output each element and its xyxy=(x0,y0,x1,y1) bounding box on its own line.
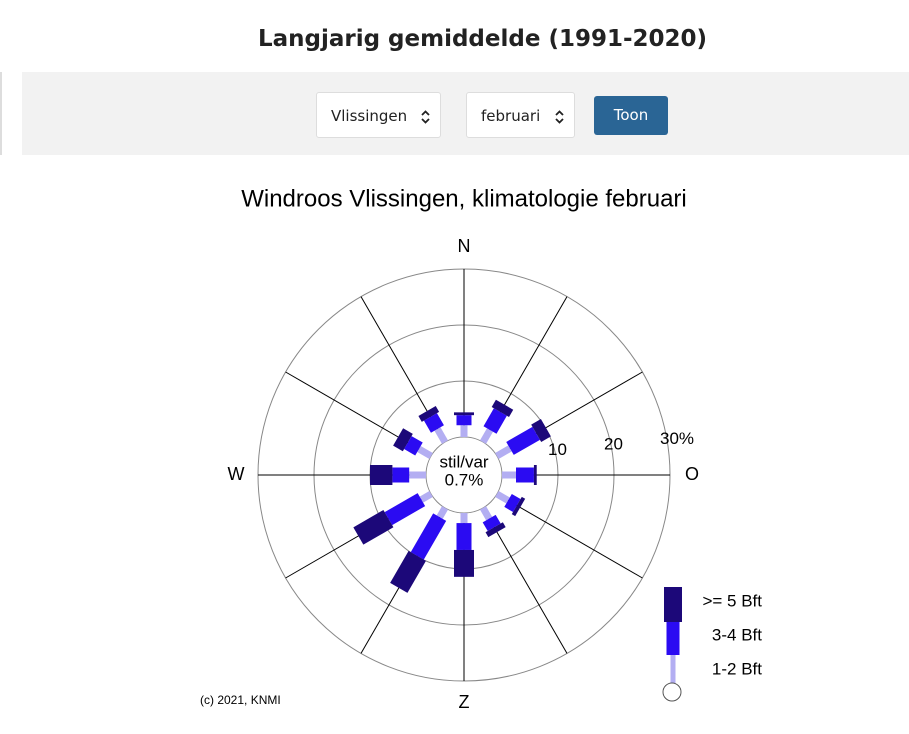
bar-segment xyxy=(531,419,551,442)
bar-segment xyxy=(370,465,393,485)
bar-segment xyxy=(392,467,410,483)
bar-segment xyxy=(533,465,537,485)
bar-segment xyxy=(485,522,506,538)
legend-label: 3-4 Bft xyxy=(712,625,762,644)
ring-label: 20 xyxy=(604,434,623,453)
bar-segment xyxy=(504,493,521,512)
spoke xyxy=(496,493,643,579)
page-title: Langjarig gemiddelde (1991-2020) xyxy=(257,26,708,52)
direction-label: Z xyxy=(459,692,470,712)
bar-segment xyxy=(460,513,468,524)
bar-segment xyxy=(479,428,494,444)
show-button[interactable]: Toon xyxy=(594,96,668,135)
bar-segment xyxy=(384,493,426,526)
bar-segment xyxy=(482,514,501,532)
bar-segment xyxy=(511,496,526,517)
bar-segment xyxy=(393,428,413,452)
direction-label: N xyxy=(458,236,471,256)
bar-segment xyxy=(404,436,423,456)
bar-segment xyxy=(456,523,472,550)
month-select[interactable]: februari xyxy=(466,92,575,138)
bar-segment xyxy=(483,408,507,434)
bar-segment xyxy=(390,550,426,593)
bar-segment xyxy=(479,506,493,521)
legend-swatch xyxy=(664,587,682,622)
bar-segment xyxy=(454,549,474,577)
calm-label: stil/var xyxy=(439,452,488,471)
bar-segment xyxy=(417,445,433,460)
bar-segment xyxy=(454,412,474,416)
legend-calm xyxy=(662,682,682,702)
legend-swatch xyxy=(670,655,676,685)
bar-segment xyxy=(495,445,512,460)
legend-label: 1-2 Bft xyxy=(712,659,762,678)
bar-segment xyxy=(516,467,534,483)
side-border xyxy=(0,72,2,155)
chart-title: Windroos Vlissingen, klimatologie februa… xyxy=(241,185,687,212)
select-arrow xyxy=(421,93,430,139)
bar-segment xyxy=(410,513,447,560)
credit: (c) 2021, KNMI xyxy=(200,693,281,707)
filter-bar: Vlissingen februari Toon xyxy=(22,72,909,155)
bar-segment xyxy=(436,506,449,519)
ring-label: 30% xyxy=(660,429,694,448)
select-arrow xyxy=(555,93,564,139)
bar-segment xyxy=(491,399,514,418)
bar-segment xyxy=(456,415,472,426)
bar-segment xyxy=(418,406,440,422)
bar-segment xyxy=(506,426,540,455)
bar-segment xyxy=(409,471,427,479)
direction-label: W xyxy=(228,464,245,484)
direction-label: O xyxy=(685,464,699,484)
bar-segment xyxy=(495,490,510,504)
station-select[interactable]: Vlissingen xyxy=(316,92,441,138)
legend-swatch xyxy=(666,621,680,655)
bar-segment xyxy=(434,427,449,444)
bar-segment xyxy=(502,471,516,479)
legend-label: >= 5 Bft xyxy=(702,591,762,610)
bar-segment xyxy=(460,425,468,437)
bar-segment xyxy=(353,509,394,545)
month-value: februari xyxy=(481,107,541,125)
bar-segment xyxy=(423,413,444,433)
station-value: Vlissingen xyxy=(331,107,408,125)
bar-segment xyxy=(419,490,433,503)
ring-label: 10 xyxy=(548,440,567,459)
calm-value: 0.7% xyxy=(445,470,484,489)
